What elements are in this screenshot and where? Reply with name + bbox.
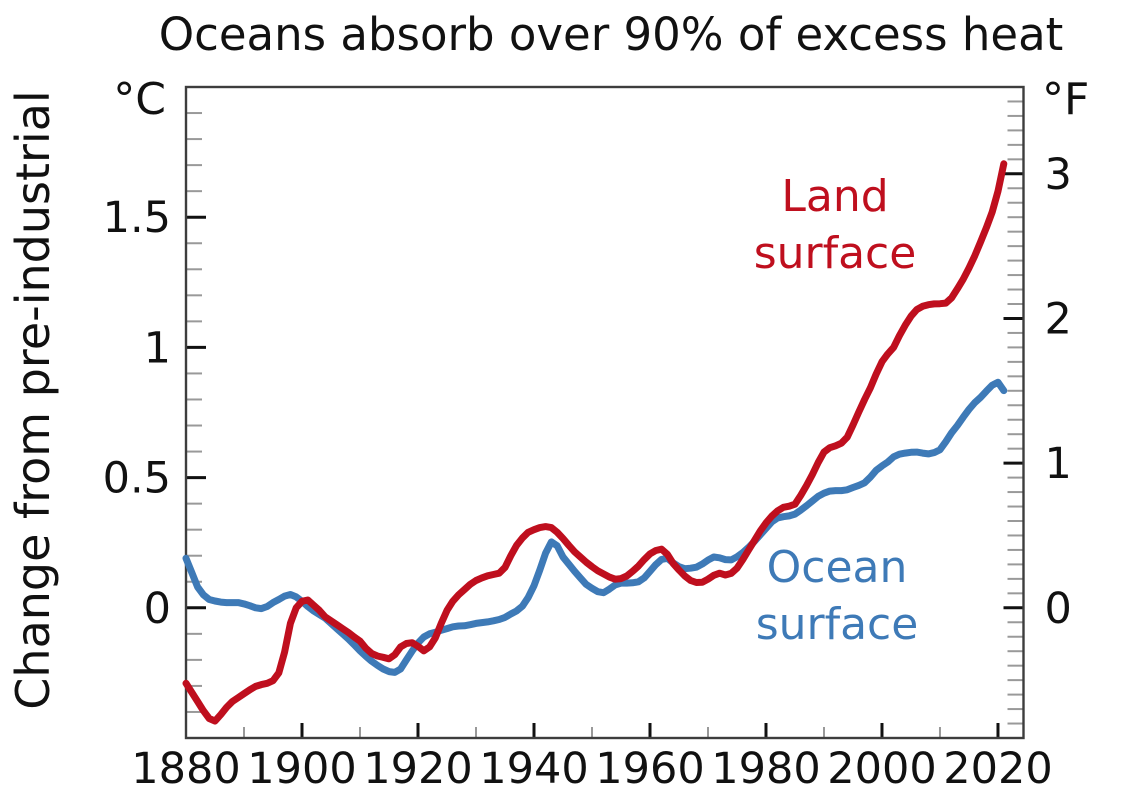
chart-title: Oceans absorb over 90% of excess heat <box>158 8 1064 61</box>
land-series-label: Land surface <box>735 168 935 282</box>
right-axis-tick-label: 2 <box>1045 294 1072 344</box>
ocean-series-label: Ocean surface <box>737 539 937 653</box>
right-axis-tick-label: 3 <box>1045 150 1072 200</box>
fahrenheit-unit-label: °F <box>1042 74 1090 125</box>
ocean-series-label-line2: surface <box>755 599 919 650</box>
left-axis-tick-label: 0.5 <box>103 454 171 504</box>
right-axis-tick-label: 0 <box>1045 584 1072 634</box>
land-series-label-line1: Land <box>781 171 889 222</box>
left-axis-tick-label: 0 <box>144 584 171 634</box>
x-axis-tick-label: 1980 <box>711 744 820 794</box>
right-axis-tick-label: 1 <box>1045 439 1072 489</box>
plot-frame <box>184 85 1025 740</box>
x-axis-tick-label: 2020 <box>943 744 1052 794</box>
y-axis-label: Change from pre-industrial <box>6 90 60 710</box>
left-axis-tick-label: 1 <box>144 323 171 373</box>
ocean-series-label-line1: Ocean <box>766 542 908 593</box>
left-axis-tick-label: 1.5 <box>103 193 171 243</box>
x-axis-tick-label: 1880 <box>131 744 240 794</box>
x-axis-tick-label: 2000 <box>827 744 936 794</box>
land-series-label-line2: surface <box>753 228 917 279</box>
x-axis-tick-label: 1960 <box>595 744 704 794</box>
x-axis-tick-label: 1920 <box>363 744 472 794</box>
celsius-unit-label: °C <box>113 74 166 125</box>
land-series-line <box>182 160 1008 725</box>
x-axis-tick-label: 1940 <box>479 744 588 794</box>
x-axis-tick-label: 1900 <box>247 744 356 794</box>
